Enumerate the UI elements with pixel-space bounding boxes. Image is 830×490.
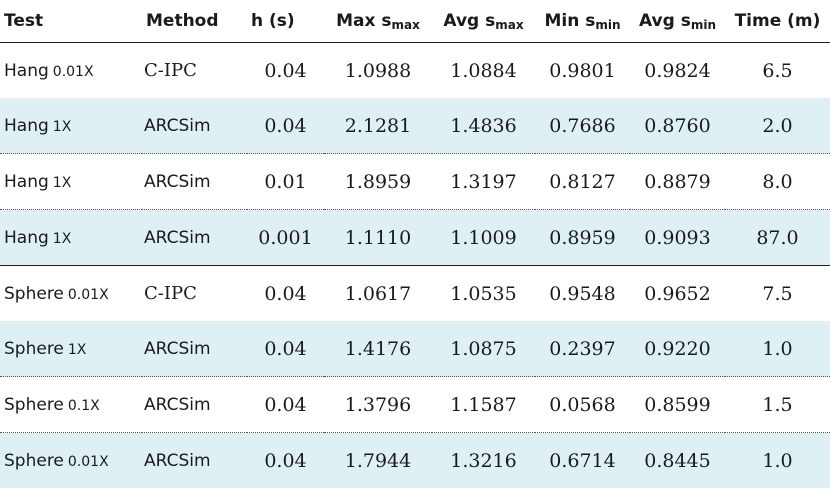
cell-method: ARCSim <box>142 98 247 154</box>
cell-avg-smax: 1.1009 <box>432 209 535 266</box>
cell-h: 0.01 <box>247 153 324 210</box>
cell-max-smax: 1.0988 <box>344 59 412 82</box>
header-row: Test Method h (s) Max smax Avg smax Min … <box>0 0 830 43</box>
cell-test: Sphere 1X <box>0 321 142 377</box>
cell-time: 1.0 <box>725 321 830 377</box>
header-max-smax: Max smax <box>336 10 420 32</box>
header-avg-smin: Avg smin <box>638 10 716 32</box>
cell-avg-smin: 0.9093 <box>630 209 725 266</box>
cell-time: 8.0 <box>725 153 830 210</box>
table-row: Sphere 0.01X ARCSim 0.04 1.7944 1.3216 0.… <box>0 432 830 488</box>
cell-test: Hang 0.01X <box>4 60 94 81</box>
cell-max-smax: 2.1281 <box>324 98 432 154</box>
cell-test: Sphere 0.01X <box>0 265 142 321</box>
cell-avg-smin: 0.8445 <box>630 432 725 488</box>
cell-time: 6.5 <box>762 59 793 82</box>
cell-max-smax: 1.3796 <box>324 376 432 433</box>
cell-time: 87.0 <box>725 209 830 266</box>
cell-h: 0.04 <box>247 265 324 321</box>
cell-min-smin: 0.0568 <box>535 376 630 433</box>
cell-h: 0.04 <box>247 376 324 433</box>
cell-avg-smin: 0.8599 <box>630 376 725 433</box>
cell-avg-smax: 1.4836 <box>432 98 535 154</box>
cell-min-smin: 0.2397 <box>535 321 630 377</box>
cell-h: 0.001 <box>247 209 324 266</box>
cell-time: 2.0 <box>725 98 830 154</box>
cell-max-smax: 1.0617 <box>324 265 432 321</box>
cell-method: ARCSim <box>142 209 247 266</box>
cell-min-smin: 0.8959 <box>535 209 630 266</box>
cell-min-smin: 0.6714 <box>535 432 630 488</box>
table-row: Sphere 1X ARCSim 0.04 1.4176 1.0875 0.239… <box>0 321 830 377</box>
table-row: Hang 0.01X C-IPC 0.04 1.0988 1.0884 0.980… <box>0 43 830 99</box>
cell-avg-smax: 1.3216 <box>432 432 535 488</box>
cell-time: 1.5 <box>725 376 830 433</box>
cell-max-smax: 1.1110 <box>324 209 432 266</box>
cell-avg-smax: 1.3197 <box>432 153 535 210</box>
cell-max-smax: 1.7944 <box>324 432 432 488</box>
table-row: Sphere 0.1X ARCSim 0.04 1.3796 1.1587 0.0… <box>0 376 830 433</box>
header-test: Test <box>4 11 44 31</box>
cell-h: 0.04 <box>264 59 307 82</box>
header-h: h (s) <box>251 11 295 31</box>
cell-method: C-IPC <box>144 60 197 81</box>
cell-max-smax: 1.8959 <box>324 153 432 210</box>
cell-min-smin: 0.7686 <box>535 98 630 154</box>
cell-max-smax: 1.4176 <box>324 321 432 377</box>
cell-method: ARCSim <box>142 153 247 210</box>
cell-avg-smin: 0.9652 <box>630 265 725 321</box>
cell-time: 7.5 <box>725 265 830 321</box>
cell-avg-smin: 0.9824 <box>644 59 711 82</box>
table-row: Sphere 0.01X C-IPC 0.04 1.0617 1.0535 0.9… <box>0 265 830 321</box>
cell-avg-smax: 1.0884 <box>450 59 517 82</box>
cell-time: 1.0 <box>725 432 830 488</box>
cell-avg-smin: 0.8760 <box>630 98 725 154</box>
cell-avg-smin: 0.8879 <box>630 153 725 210</box>
cell-h: 0.04 <box>247 321 324 377</box>
cell-method: ARCSim <box>142 376 247 433</box>
cell-test: Hang 1X <box>0 98 142 154</box>
cell-avg-smax: 1.0875 <box>432 321 535 377</box>
header-time: Time (m) <box>734 11 821 31</box>
cell-test: Hang 1X <box>0 153 142 210</box>
cell-h: 0.04 <box>247 98 324 154</box>
cell-method: ARCSim <box>142 321 247 377</box>
table-row: Hang 1X ARCSim 0.001 1.1110 1.1009 0.8959… <box>0 209 830 266</box>
cell-avg-smax: 1.1587 <box>432 376 535 433</box>
cell-method: ARCSim <box>142 432 247 488</box>
cell-test: Hang 1X <box>0 209 142 266</box>
cell-test: Sphere 0.1X <box>0 376 142 433</box>
cell-avg-smax: 1.0535 <box>432 265 535 321</box>
cell-test: Sphere 0.01X <box>0 432 142 488</box>
cell-avg-smin: 0.9220 <box>630 321 725 377</box>
cell-min-smin: 0.8127 <box>535 153 630 210</box>
header-min-smin: Min smin <box>544 10 621 32</box>
table-row: Hang 1X ARCSim 0.01 1.8959 1.3197 0.8127 … <box>0 153 830 210</box>
table-row: Hang 1X ARCSim 0.04 2.1281 1.4836 0.7686 … <box>0 98 830 154</box>
cell-min-smin: 0.9801 <box>549 59 616 82</box>
header-avg-smax: Avg smax <box>443 10 524 32</box>
header-method: Method <box>146 11 219 31</box>
cell-method: C-IPC <box>142 265 247 321</box>
cell-min-smin: 0.9548 <box>535 265 630 321</box>
cell-h: 0.04 <box>247 432 324 488</box>
